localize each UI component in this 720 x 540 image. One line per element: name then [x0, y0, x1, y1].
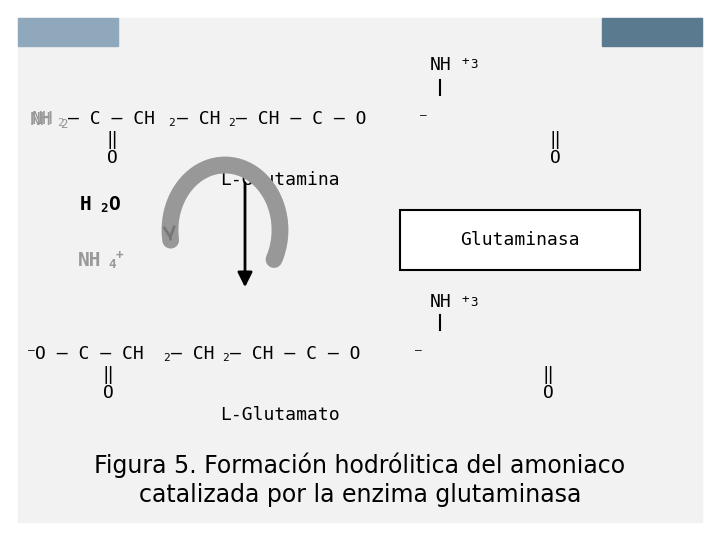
Text: ‖: ‖: [549, 131, 560, 149]
Text: O: O: [549, 149, 560, 167]
Text: O: O: [102, 384, 114, 402]
Text: O: O: [108, 195, 120, 214]
Text: 2: 2: [57, 118, 64, 128]
Text: 2: 2: [60, 118, 68, 131]
Text: ‖: ‖: [107, 131, 117, 149]
Text: – CH: – CH: [171, 345, 215, 363]
Text: H: H: [80, 195, 91, 214]
Text: catalizada por la enzima glutaminasa: catalizada por la enzima glutaminasa: [139, 483, 581, 507]
Text: ‖: ‖: [102, 366, 114, 384]
Text: L-Glutamato: L-Glutamato: [220, 406, 340, 424]
Text: L-Glutamina: L-Glutamina: [220, 171, 340, 189]
Text: 3: 3: [470, 58, 477, 71]
Text: +: +: [462, 56, 469, 69]
Text: Figura 5. Formación hodrólitica del amoniaco: Figura 5. Formación hodrólitica del amon…: [94, 453, 626, 478]
Text: – C – CH: – C – CH: [68, 110, 155, 128]
Text: ‖: ‖: [543, 366, 554, 384]
Text: NH: NH: [30, 111, 52, 129]
Text: –: –: [28, 345, 35, 355]
Text: O – C – CH: O – C – CH: [35, 345, 144, 363]
Text: –: –: [420, 110, 427, 120]
Text: O: O: [107, 149, 117, 167]
Text: 2: 2: [168, 118, 175, 128]
Text: Glutaminasa: Glutaminasa: [460, 231, 580, 249]
Text: +: +: [462, 293, 469, 306]
Text: O: O: [543, 384, 554, 402]
Text: – CH – C – O: – CH – C – O: [230, 345, 361, 363]
Text: 3: 3: [470, 295, 477, 308]
Text: 2: 2: [228, 118, 235, 128]
Text: NH: NH: [430, 56, 451, 74]
Bar: [18, 18, 118, 46]
Bar: [602, 18, 702, 46]
Text: NH: NH: [430, 293, 451, 311]
Text: NH: NH: [78, 251, 102, 269]
Text: NH: NH: [32, 110, 54, 128]
Text: +: +: [116, 248, 124, 261]
Text: 2: 2: [163, 353, 170, 363]
Text: – CH: – CH: [177, 110, 220, 128]
Text: – CH – C – O: – CH – C – O: [236, 110, 366, 128]
Text: –: –: [415, 345, 422, 355]
Text: 4: 4: [108, 258, 115, 271]
Text: 2: 2: [222, 353, 229, 363]
Text: 2: 2: [100, 202, 107, 215]
Bar: [400, 210, 640, 270]
